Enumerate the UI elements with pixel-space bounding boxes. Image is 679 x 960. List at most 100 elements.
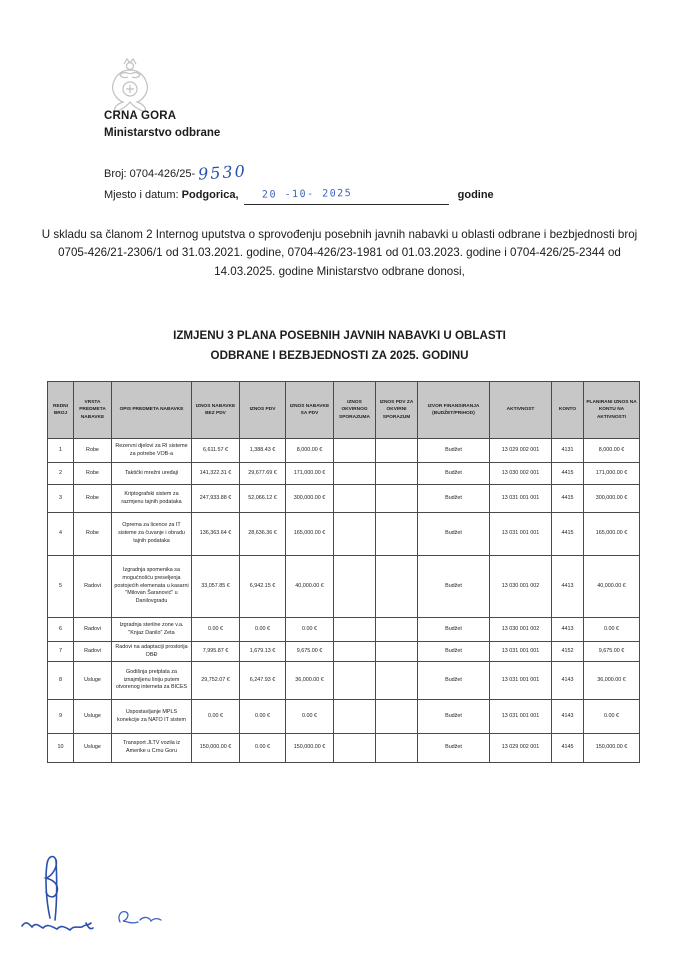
- procurement-table-head: REDNI BROJ VRSTA PREDMETA NABAVKE OPIS PRE…: [47, 381, 640, 439]
- cell-opis-predmeta: Rezervni djelovi za RI sisteme za potreb…: [111, 438, 192, 463]
- cell-opis-predmeta: Godišnja pretplata za iznajmljenu liniju…: [111, 661, 192, 700]
- table-row: 9 Usluge Uspostavljanje MPLS konekcije za …: [47, 699, 640, 734]
- cell-opis-predmeta: Taktički mrežni uređaji: [111, 462, 192, 485]
- cell-redni-broj: 7: [47, 641, 74, 662]
- cell-opis-predmeta: Transport JLTV vozila iz Amerike u Crnu …: [111, 733, 192, 763]
- cell-iznos-pdv-okvirni: [375, 733, 418, 763]
- cell-konto: 4143: [551, 699, 584, 734]
- cell-iznos-pdv: 0.00 €: [239, 699, 286, 734]
- cell-iznos-sa-pdv: 300,000.00 €: [285, 484, 334, 513]
- table-row: 5 Radovi Izgradnja spomenika sa mogućnošću…: [47, 555, 640, 618]
- cell-redni-broj: 3: [47, 484, 74, 513]
- reference-block: Broj: 0704-426/25- 9530 Mjesto i datum: …: [104, 158, 494, 205]
- intro-paragraph: U skladu sa članom 2 Internog uputstva o…: [41, 227, 638, 278]
- cell-iznos-okvirnog-sporazuma: [333, 641, 376, 662]
- cell-iznos-sa-pdv: 150,000.00 €: [285, 733, 334, 763]
- document-title: IZMJENU 3 PLANA POSEBNIH JAVNIH NABAVKI …: [39, 326, 640, 367]
- cell-izvor-finansiranja: Budžet: [417, 512, 490, 556]
- cell-konto: 4131: [551, 438, 584, 463]
- cell-iznos-okvirnog-sporazuma: [333, 555, 376, 618]
- cell-iznos-pdv: 1,679.13 €: [239, 641, 286, 662]
- cell-izvor-finansiranja: Budžet: [417, 555, 490, 618]
- column-header-iznos-pdv-okvirni: IZNOS PDV ZA OKVIRNI SPORAZUM: [375, 381, 418, 439]
- cell-redni-broj: 5: [47, 555, 74, 618]
- cell-opis-predmeta: Izgradnja spomenika sa mogućnošću presel…: [111, 555, 192, 618]
- header-row: REDNI BROJ VRSTA PREDMETA NABAVKE OPIS PRE…: [47, 381, 640, 439]
- cell-iznos-pdv-okvirni: [375, 484, 418, 513]
- cell-iznos-pdv: 29,677.69 €: [239, 462, 286, 485]
- cell-iznos-bez-pdv: 150,000.00 €: [191, 733, 240, 763]
- cell-iznos-pdv-okvirni: [375, 555, 418, 618]
- document-title-line2: ODBRANE I BEZBJEDNOSTI ZA 2025. GODINU: [210, 349, 469, 363]
- cell-izvor-finansiranja: Budžet: [417, 733, 490, 763]
- cell-planirani-iznos: 165,000.00 €: [583, 512, 640, 556]
- cell-izvor-finansiranja: Budžet: [417, 699, 490, 734]
- cell-vrsta-predmeta: Robe: [73, 484, 112, 513]
- procurement-table-wrap: REDNI BROJ VRSTA PREDMETA NABAVKE OPIS PRE…: [47, 381, 640, 763]
- cell-iznos-pdv-okvirni: [375, 462, 418, 485]
- cell-izvor-finansiranja: Budžet: [417, 617, 490, 642]
- cell-iznos-pdv: 28,636.36 €: [239, 512, 286, 556]
- cell-izvor-finansiranja: Budžet: [417, 438, 490, 463]
- cell-iznos-pdv: 52,066.12 €: [239, 484, 286, 513]
- table-row: 10 Usluge Transport JLTV vozila iz Amerike…: [47, 733, 640, 763]
- cell-iznos-pdv-okvirni: [375, 617, 418, 642]
- column-header-aktivnost: AKTIVNOST: [489, 381, 552, 439]
- cell-redni-broj: 1: [47, 438, 74, 463]
- table-row: 4 Robe Oprema za licence za IT sisteme za …: [47, 512, 640, 556]
- cell-iznos-bez-pdv: 7,995.87 €: [191, 641, 240, 662]
- column-header-iznos-sa-pdv: IZNOS NABAVKE SA PDV: [285, 381, 334, 439]
- cell-iznos-okvirnog-sporazuma: [333, 512, 376, 556]
- cell-iznos-bez-pdv: 0.00 €: [191, 699, 240, 734]
- cell-izvor-finansiranja: Budžet: [417, 484, 490, 513]
- cell-iznos-pdv: 1,388.43 €: [239, 438, 286, 463]
- cell-aktivnost: 13 030 002 001: [489, 462, 552, 485]
- cell-iznos-sa-pdv: 40,000.00 €: [285, 555, 334, 618]
- cell-iznos-bez-pdv: 0.00 €: [191, 617, 240, 642]
- cell-iznos-pdv-okvirni: [375, 438, 418, 463]
- cell-aktivnost: 13 031 001 001: [489, 699, 552, 734]
- procurement-table: REDNI BROJ VRSTA PREDMETA NABAVKE OPIS PRE…: [47, 381, 640, 763]
- cell-iznos-okvirnog-sporazuma: [333, 462, 376, 485]
- cell-konto: 4415: [551, 512, 584, 556]
- cell-aktivnost: 13 029 002 001: [489, 733, 552, 763]
- column-header-iznos-pdv: IZNOS PDV: [239, 381, 286, 439]
- cell-redni-broj: 10: [47, 733, 74, 763]
- cell-opis-predmeta: Kriptografski sistem za razmjenu tajnih …: [111, 484, 192, 513]
- column-header-vrsta-predmeta: VRSTA PREDMETA NABAVKE: [73, 381, 112, 439]
- table-row: 1 Robe Rezervni djelovi za RI sisteme za p…: [47, 438, 640, 463]
- country-name: CRNA GORA: [104, 110, 177, 122]
- column-header-konto: KONTO: [551, 381, 584, 439]
- cell-planirani-iznos: 9,675.00 €: [583, 641, 640, 662]
- cell-planirani-iznos: 0.00 €: [583, 699, 640, 734]
- cell-iznos-sa-pdv: 165,000.00 €: [285, 512, 334, 556]
- cell-vrsta-predmeta: Radovi: [73, 555, 112, 618]
- cell-planirani-iznos: 300,000.00 €: [583, 484, 640, 513]
- column-header-iznos-okvirnog-sporazuma: IZNOS OKVIRNOG SPORAZUMA: [333, 381, 376, 439]
- cell-vrsta-predmeta: Usluge: [73, 733, 112, 763]
- column-header-planirani-iznos: PLANIRANI IZNOS NA KONTU NA AKTIVNOSTI: [583, 381, 640, 439]
- cell-iznos-pdv: 6,942.15 €: [239, 555, 286, 618]
- cell-redni-broj: 6: [47, 617, 74, 642]
- table-row: 2 Robe Taktički mrežni uređaji 141,322.31 €…: [47, 462, 640, 485]
- cell-redni-broj: 2: [47, 462, 74, 485]
- table-row: 6 Radovi Izgradnja sterilne zone v.a. "Knj…: [47, 617, 640, 642]
- table-row: 8 Usluge Godišnja pretplata za iznajmljenu…: [47, 661, 640, 700]
- date-stamp: 20 -10- 2025: [261, 188, 352, 201]
- cell-iznos-okvirnog-sporazuma: [333, 438, 376, 463]
- column-header-opis-predmeta: OPIS PREDMETA NABAVKE: [111, 381, 192, 439]
- cell-konto: 4152: [551, 641, 584, 662]
- signature-ink: [21, 855, 162, 932]
- cell-konto: 4413: [551, 555, 584, 618]
- handwritten-number: 9530: [197, 161, 248, 184]
- place-date-line: Mjesto i datum: Podgorica, 20 -10- 2025 …: [104, 185, 494, 205]
- cell-izvor-finansiranja: Budžet: [417, 462, 490, 485]
- cell-aktivnost: 13 031 001 001: [489, 484, 552, 513]
- reference-number-label: Broj: 0704-426/25-: [104, 168, 196, 180]
- cell-iznos-bez-pdv: 136,363.64 €: [191, 512, 240, 556]
- cell-iznos-pdv-okvirni: [375, 641, 418, 662]
- ministry-name: Ministarstvo odbrane: [104, 126, 221, 139]
- cell-planirani-iznos: 8,000.00 €: [583, 438, 640, 463]
- cell-opis-predmeta: Oprema za licence za IT sisteme za čuvan…: [111, 512, 192, 556]
